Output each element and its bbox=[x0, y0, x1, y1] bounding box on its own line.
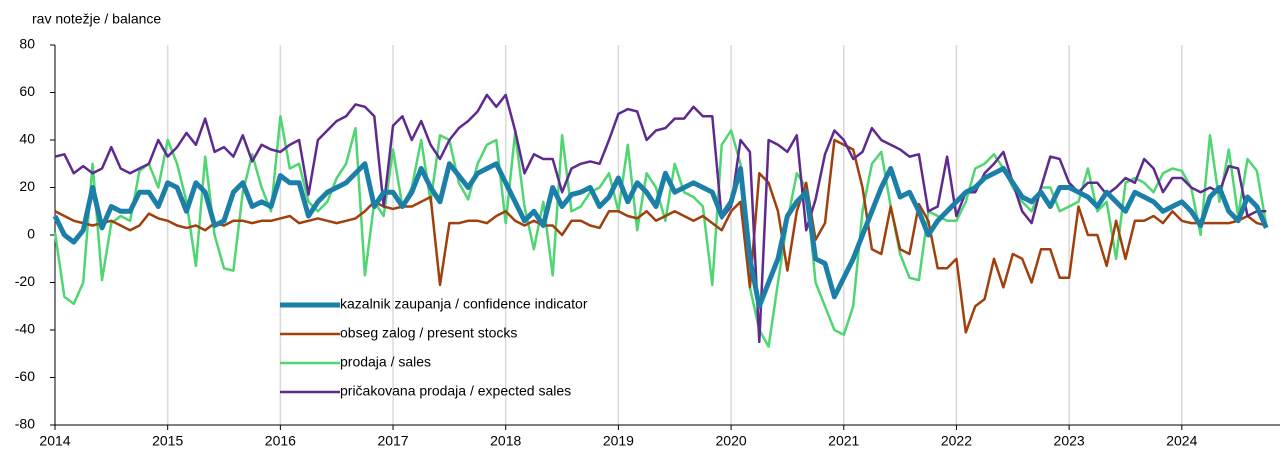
x-tick-label: 2015 bbox=[152, 433, 183, 449]
y-tick-label: -20 bbox=[15, 273, 35, 289]
y-tick-label: 80 bbox=[19, 36, 35, 52]
y-tick-label: -60 bbox=[15, 368, 35, 384]
x-tick-label: 2014 bbox=[39, 433, 70, 449]
x-tick-label: 2016 bbox=[265, 433, 296, 449]
y-tick-label: 20 bbox=[19, 178, 35, 194]
y-tick-label: -80 bbox=[15, 416, 35, 432]
x-tick-label: 2023 bbox=[1054, 433, 1085, 449]
legend-label: pričakovana prodaja / expected sales bbox=[340, 383, 571, 399]
x-tick-label: 2019 bbox=[603, 433, 634, 449]
y-tick-label: 40 bbox=[19, 131, 35, 147]
series-line bbox=[53, 115, 1268, 348]
series-line bbox=[54, 138, 1267, 334]
x-tick-label: 2020 bbox=[716, 433, 747, 449]
series-line bbox=[54, 93, 1267, 344]
x-tick-label: 2017 bbox=[377, 433, 408, 449]
series-line bbox=[52, 161, 1269, 309]
legend-label: kazalnik zaupanja / confidence indicator bbox=[340, 296, 588, 312]
y-tick-label: -40 bbox=[15, 321, 35, 337]
legend-label: obseg zalog / present stocks bbox=[340, 325, 517, 341]
y-tick-label: 0 bbox=[27, 226, 35, 242]
x-tick-label: 2021 bbox=[828, 433, 859, 449]
legend-label: prodaja / sales bbox=[340, 354, 431, 370]
x-tick-label: 2024 bbox=[1166, 433, 1197, 449]
x-tick-label: 2022 bbox=[941, 433, 972, 449]
y-tick-label: 60 bbox=[19, 83, 35, 99]
y-axis-title: rav notežje / balance bbox=[32, 11, 161, 27]
x-tick-label: 2018 bbox=[490, 433, 521, 449]
